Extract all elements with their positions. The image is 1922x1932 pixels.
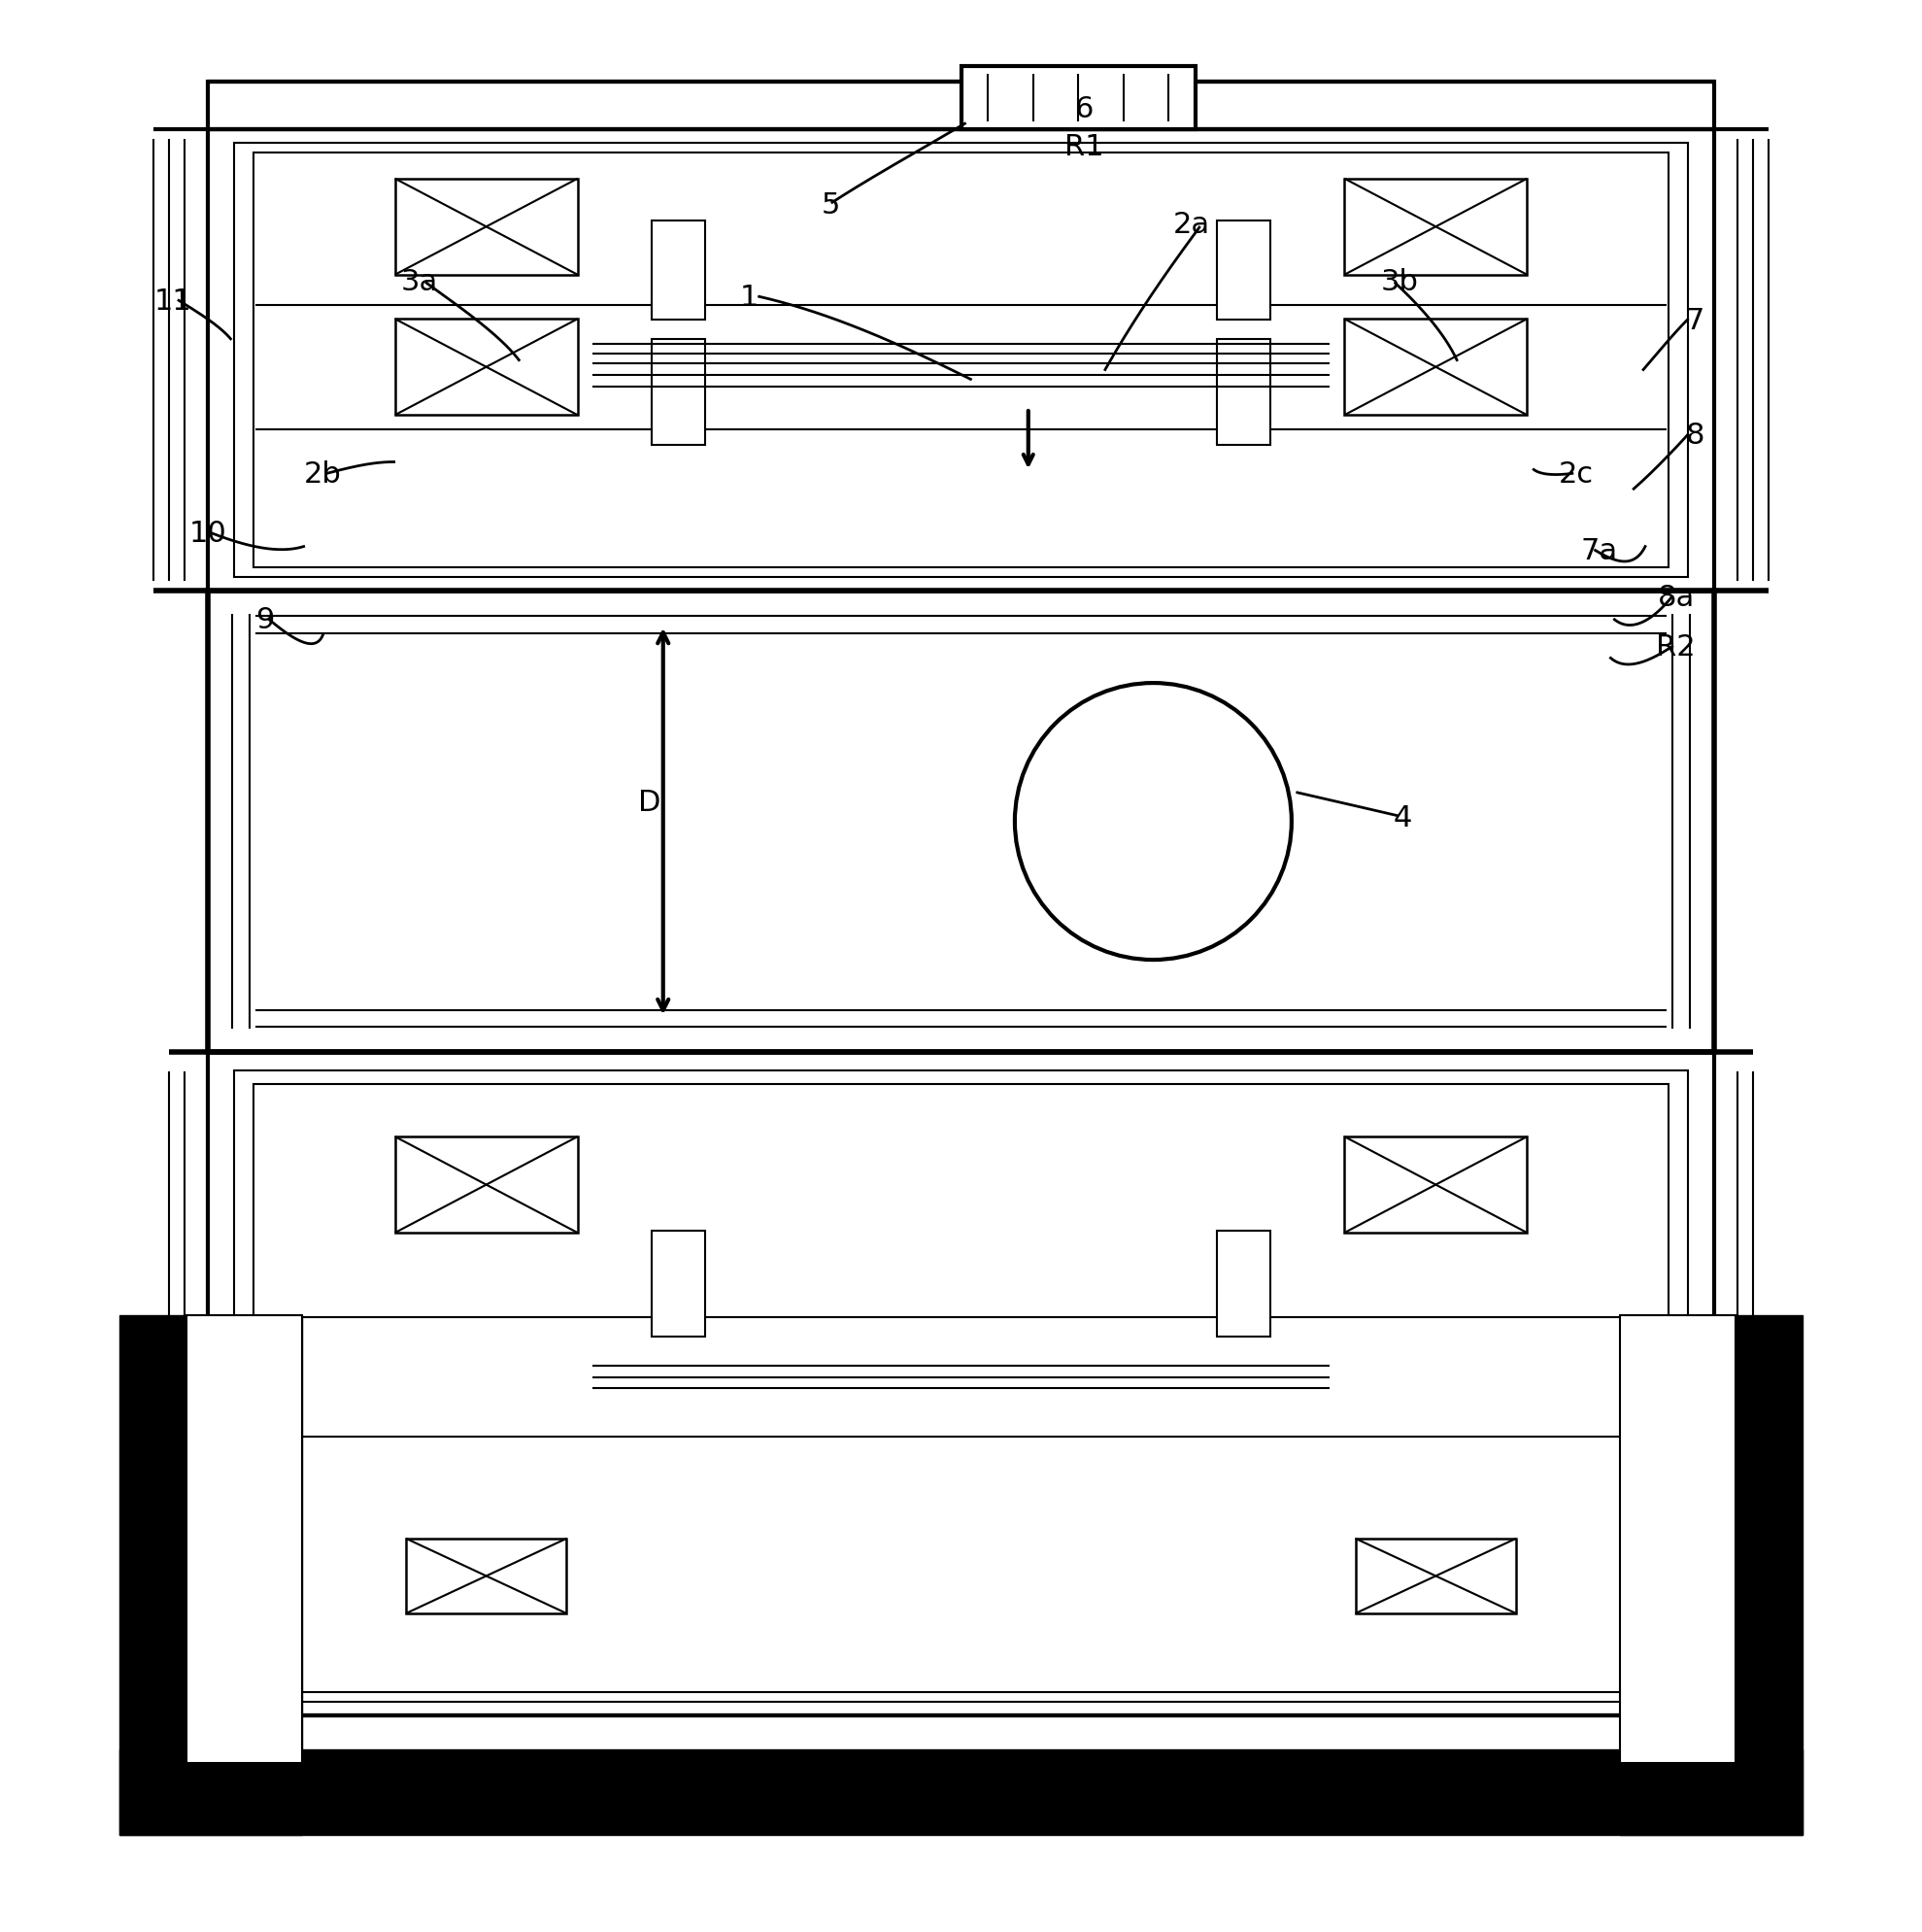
Text: 3a: 3a <box>400 269 438 296</box>
Text: 1: 1 <box>740 284 759 311</box>
Text: 10: 10 <box>188 520 227 549</box>
Bar <box>1620 1316 1736 1764</box>
Text: 2b: 2b <box>304 460 342 489</box>
Text: 7a: 7a <box>1580 537 1618 564</box>
Bar <box>1217 340 1270 444</box>
Text: R1: R1 <box>1065 133 1103 162</box>
Bar <box>254 153 1668 568</box>
Bar <box>119 1750 1803 1835</box>
Bar <box>652 1231 705 1337</box>
Bar <box>234 1070 1688 1702</box>
Text: D: D <box>638 788 661 817</box>
Bar <box>961 68 1195 129</box>
Bar <box>186 1316 302 1764</box>
Text: 3b: 3b <box>1380 269 1418 296</box>
Text: R2: R2 <box>1657 634 1695 661</box>
Text: 11: 11 <box>154 288 192 315</box>
Bar <box>396 319 577 415</box>
Text: 4: 4 <box>1393 804 1413 833</box>
Bar <box>396 180 577 276</box>
Bar <box>1217 220 1270 321</box>
Bar <box>254 1084 1668 1692</box>
Bar <box>652 220 705 321</box>
Bar <box>208 1053 1714 1716</box>
Bar <box>406 1538 567 1613</box>
Bar <box>208 129 1714 591</box>
Text: 5: 5 <box>821 191 840 218</box>
Bar <box>1620 1316 1803 1835</box>
Bar <box>208 83 1714 129</box>
Bar <box>234 143 1688 578</box>
Bar <box>652 340 705 444</box>
Bar <box>1217 1231 1270 1337</box>
Bar <box>1355 1538 1516 1613</box>
Text: 8: 8 <box>1686 421 1705 450</box>
Bar <box>1345 180 1526 276</box>
Text: 8a: 8a <box>1657 583 1695 611</box>
Text: 2a: 2a <box>1172 211 1211 238</box>
Bar <box>1345 319 1526 415</box>
Bar <box>1345 1138 1526 1233</box>
Bar <box>396 1138 577 1233</box>
Text: 9: 9 <box>256 607 275 634</box>
Bar <box>208 591 1714 1053</box>
Text: 6: 6 <box>1074 95 1094 124</box>
Bar <box>119 1316 302 1835</box>
Text: 2c: 2c <box>1559 460 1593 489</box>
Text: 7: 7 <box>1686 307 1705 334</box>
